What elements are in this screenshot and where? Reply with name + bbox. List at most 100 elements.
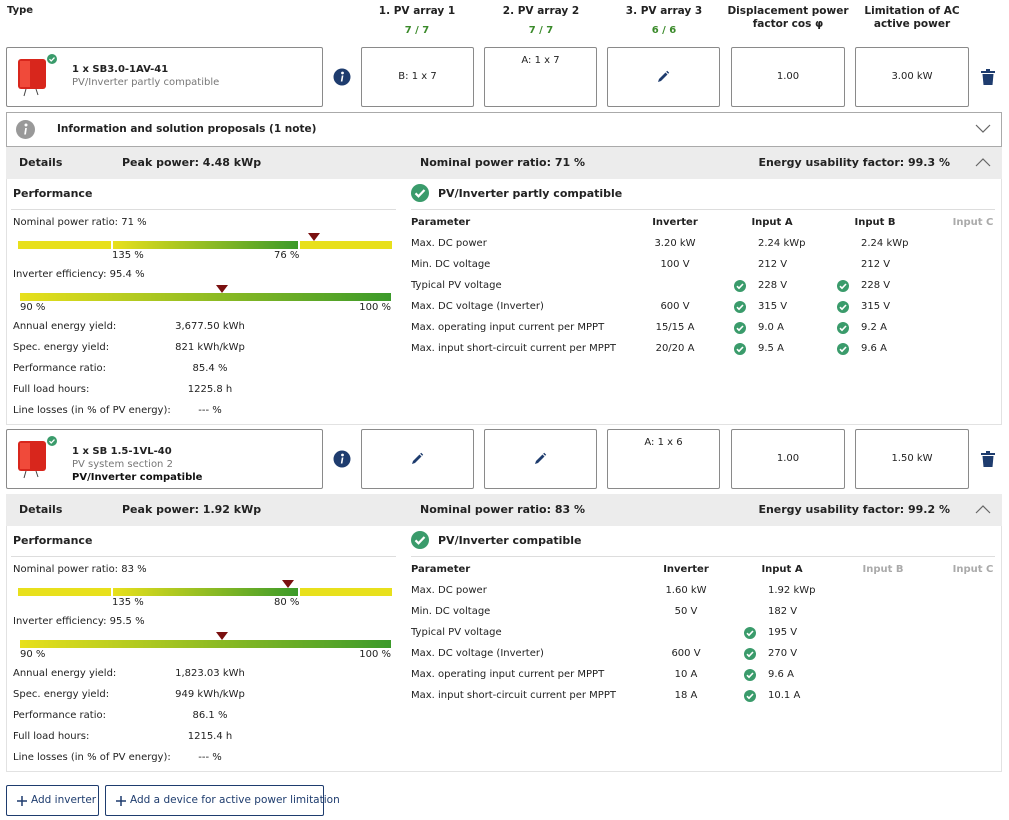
peak-power: Peak power: 1.92 kWp xyxy=(122,503,262,516)
bar xyxy=(18,588,111,596)
pv-array-cell[interactable] xyxy=(361,429,474,489)
check-icon xyxy=(734,343,746,355)
stat-label: Annual energy yield: xyxy=(13,321,117,332)
cos-phi-cell[interactable]: 1.00 xyxy=(731,429,845,489)
chevron-icon[interactable] xyxy=(975,124,991,134)
array-count: 7 / 7 xyxy=(528,25,554,36)
input-value: 9.2 A xyxy=(861,322,887,333)
param-name: Typical PV voltage xyxy=(411,627,502,638)
nominal-ratio: Nominal power ratio: 71 % xyxy=(420,156,585,169)
input-value: 1.92 kWp xyxy=(768,585,816,596)
scale-label: 100 % xyxy=(359,302,391,313)
inverter-name: 1 x SB3.0-1AV-41 xyxy=(72,64,169,75)
cos-phi-cell[interactable]: 1.00 xyxy=(731,47,845,107)
inverter-value: 600 V xyxy=(660,301,690,312)
edit-icon[interactable] xyxy=(656,70,670,84)
check-icon xyxy=(734,301,746,313)
stat-label: Line losses (in % of PV energy): xyxy=(13,752,171,763)
check-icon xyxy=(734,280,746,292)
inverter-card[interactable] xyxy=(6,47,323,107)
column-header: Type xyxy=(7,5,34,16)
details-header[interactable] xyxy=(6,147,1002,179)
inverter-value: 18 A xyxy=(674,690,698,701)
table-header: Inverter xyxy=(652,217,698,228)
stat-value: 86.1 % xyxy=(192,710,228,721)
input-value: 212 V xyxy=(861,259,891,270)
pv-array-cell[interactable] xyxy=(361,47,474,107)
bar xyxy=(113,588,298,596)
add-button[interactable]: Add inverter xyxy=(6,785,99,816)
inverter-value: 20/20 A xyxy=(655,343,695,354)
column-header: Limitation of AC active power xyxy=(864,5,960,30)
param-name: Max. input short-circuit current per MPP… xyxy=(411,343,616,354)
marker xyxy=(216,285,228,293)
note-row[interactable] xyxy=(6,112,1002,147)
divider xyxy=(11,209,396,210)
inverter-name: 1 x SB 1.5-1VL-40 xyxy=(72,446,172,457)
pv-array-cell[interactable] xyxy=(607,429,720,489)
param-name: Max. input short-circuit current per MPP… xyxy=(411,690,616,701)
inverter-value: 15/15 A xyxy=(655,322,695,333)
param-name: Max. DC voltage (Inverter) xyxy=(411,648,544,659)
scale-label: 90 % xyxy=(20,649,46,660)
usability-factor: Energy usability factor: 99.3 % xyxy=(758,156,950,169)
details-body xyxy=(6,179,1002,425)
stat-label: Line losses (in % of PV energy): xyxy=(13,405,171,416)
delete-icon[interactable] xyxy=(981,69,995,85)
input-value: 315 V xyxy=(758,301,788,312)
stat-label: Spec. energy yield: xyxy=(13,342,110,353)
pv-array-cell[interactable] xyxy=(484,429,597,489)
stat-value: 1225.8 h xyxy=(187,384,233,395)
divider xyxy=(411,556,995,557)
stat-value: 949 kWh/kWp xyxy=(175,689,245,700)
details-header[interactable] xyxy=(6,494,1002,526)
chevron-icon[interactable] xyxy=(975,504,991,514)
scale-label: 135 % xyxy=(112,250,144,261)
check-icon xyxy=(837,343,849,355)
info-icon[interactable] xyxy=(333,450,351,468)
scale-label: 80 % xyxy=(274,597,300,608)
inverter-value: 50 V xyxy=(674,606,698,617)
perf-label: Inverter efficiency: 95.5 % xyxy=(13,616,145,627)
inverter-card[interactable] xyxy=(6,429,323,489)
details-body xyxy=(6,526,1002,772)
inverter-value: 100 V xyxy=(660,259,690,270)
check-icon xyxy=(837,301,849,313)
input-value: 2.24 kWp xyxy=(758,238,806,249)
bar xyxy=(300,588,392,596)
table-header: Parameter xyxy=(411,564,471,575)
ac-limit-cell[interactable]: 1.50 kW xyxy=(855,429,969,489)
column-header: Displacement power factor cos φ xyxy=(727,5,849,30)
performance-title: Performance xyxy=(13,187,93,200)
array-count: 6 / 6 xyxy=(651,25,677,36)
input-value: 315 V xyxy=(861,301,891,312)
input-value: 228 V xyxy=(861,280,891,291)
ac-limit-cell[interactable]: 3.00 kW xyxy=(855,47,969,107)
stat-value: 3,677.50 kWh xyxy=(175,321,245,332)
column-header: 2. PV array 2 xyxy=(502,5,580,17)
bar xyxy=(113,241,298,249)
pv-array-cell[interactable] xyxy=(484,47,597,107)
delete-icon[interactable] xyxy=(981,451,995,467)
inverter-status: PV/Inverter partly compatible xyxy=(72,77,220,88)
performance-title: Performance xyxy=(13,534,93,547)
pv-array-cell[interactable] xyxy=(607,47,720,107)
divider xyxy=(11,556,396,557)
chevron-icon[interactable] xyxy=(975,157,991,167)
column-header: 3. PV array 3 xyxy=(625,5,703,17)
input-value: 9.0 A xyxy=(758,322,784,333)
input-value: 228 V xyxy=(758,280,788,291)
param-name: Typical PV voltage xyxy=(411,280,502,291)
edit-icon[interactable] xyxy=(410,452,424,466)
info-icon[interactable] xyxy=(333,68,351,86)
edit-icon[interactable] xyxy=(533,452,547,466)
stat-value: 1215.4 h xyxy=(187,731,233,742)
perf-label: Nominal power ratio: 71 % xyxy=(13,217,147,228)
scale-label: 135 % xyxy=(112,597,144,608)
input-value: 9.5 A xyxy=(758,343,784,354)
check-icon xyxy=(734,322,746,334)
bar xyxy=(20,293,391,301)
check-icon xyxy=(411,531,429,549)
inverter-status: PV/Inverter compatible xyxy=(72,472,203,483)
add-button[interactable]: Add a device for active power limitation xyxy=(105,785,340,816)
